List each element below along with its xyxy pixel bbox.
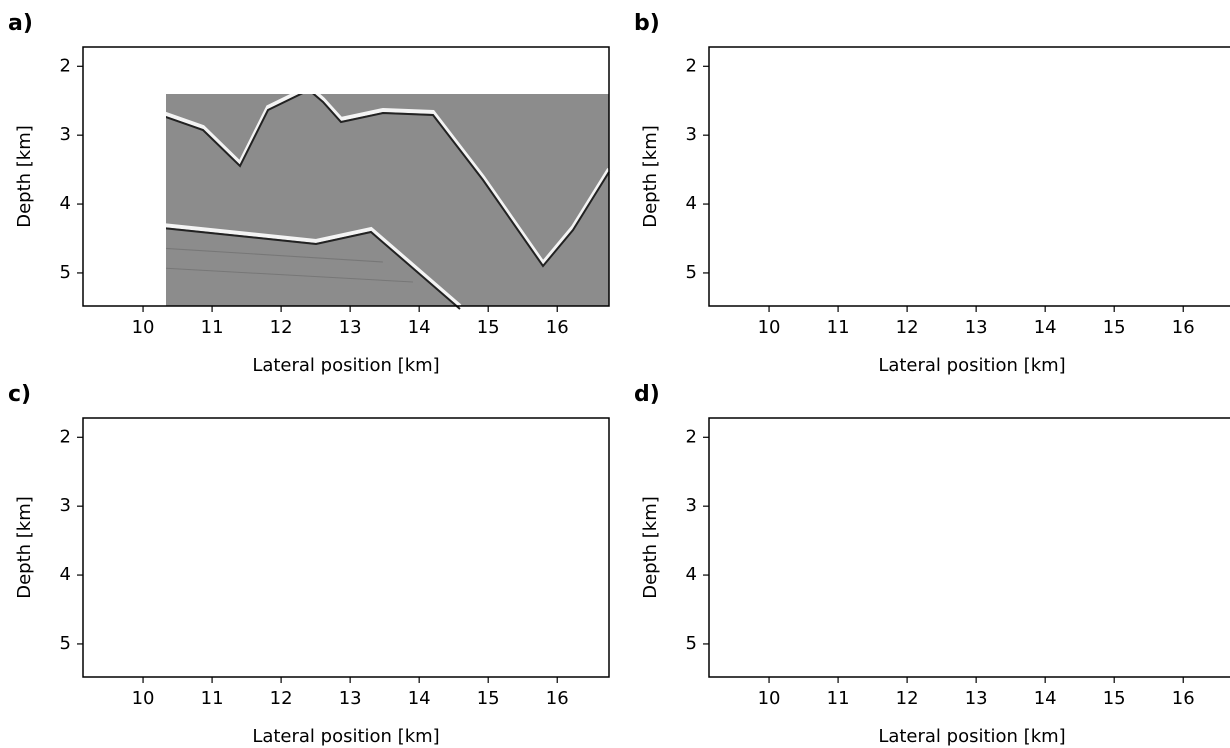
y-tick-label: 2 (686, 55, 697, 76)
x-tick-label: 14 (408, 317, 431, 338)
x-tick-label: 16 (1172, 688, 1195, 709)
y-tick-label: 3 (686, 124, 697, 145)
y-tick-label: 2 (60, 55, 71, 76)
y-tick-label: 5 (60, 262, 71, 283)
panel: 10 11 12 13 14 15 16 2 3 4 5 Lateral position [km] D… (634, 382, 1230, 747)
x-tick-label: 10 (758, 688, 781, 709)
panel: 10 11 12 13 14 15 16 2 3 4 5 Lateral position [km] D… (634, 11, 1230, 376)
x-tick-label: 13 (339, 688, 362, 709)
x-tick-label: 10 (132, 688, 155, 709)
axes-frame (708, 46, 1230, 307)
seismic-image (709, 47, 1230, 309)
x-tick-label: 14 (1034, 317, 1057, 338)
y-tick-label: 4 (686, 564, 697, 585)
y-tick-label: 2 (60, 426, 71, 447)
axes-frame (82, 417, 610, 678)
x-tick-label: 12 (896, 688, 919, 709)
y-tick-label: 3 (60, 124, 71, 145)
x-tick-label: 15 (477, 317, 500, 338)
seismic-image (709, 418, 1230, 680)
x-tick-label: 11 (201, 688, 224, 709)
x-tick-label: 15 (1103, 317, 1126, 338)
y-tick-label: 3 (686, 495, 697, 516)
y-tick-label: 5 (686, 633, 697, 654)
y-axis-label: Depth [km] (14, 496, 35, 599)
y-tick-label: 5 (686, 262, 697, 283)
panel: 10 11 12 13 14 15 16 2 3 4 5 Lateral position [km] D… (8, 11, 611, 376)
y-axis-label: Depth [km] (640, 496, 661, 599)
image (709, 47, 1230, 309)
x-tick-label: 12 (270, 317, 293, 338)
x-tick-label: 12 (270, 688, 293, 709)
x-tick-label: 13 (965, 688, 988, 709)
x-tick-label: 11 (201, 317, 224, 338)
y-axis-label: Depth [km] (640, 125, 661, 228)
x-axis-label: Lateral position [km] (252, 726, 439, 747)
x-tick-label: 10 (132, 317, 155, 338)
y-tick-label: 4 (686, 193, 697, 214)
x-axis-label: Lateral position [km] (252, 355, 439, 376)
x-tick-label: 16 (1172, 317, 1195, 338)
x-tick-label: 11 (827, 688, 850, 709)
x-tick-label: 13 (965, 317, 988, 338)
x-axis-label: Lateral position [km] (878, 355, 1065, 376)
x-tick-label: 14 (1034, 688, 1057, 709)
x-tick-label: 15 (477, 688, 500, 709)
x-tick-label: 16 (546, 317, 569, 338)
panel: 10 11 12 13 14 15 16 2 3 4 5 Lateral position [km] D… (8, 382, 610, 747)
x-tick-label: 10 (758, 317, 781, 338)
panel-label: b) (634, 11, 660, 36)
image (166, 94, 611, 311)
image (83, 418, 609, 680)
y-tick-label: 3 (60, 495, 71, 516)
axes-frame (82, 46, 610, 307)
y-axis-label: Depth [km] (14, 125, 35, 228)
image (709, 418, 1230, 680)
seismic-image (83, 418, 609, 680)
axes-frame (708, 417, 1230, 678)
x-tick-label: 11 (827, 317, 850, 338)
panel-label: a) (8, 11, 33, 36)
x-tick-label: 12 (896, 317, 919, 338)
panel-label: c) (8, 382, 31, 407)
x-tick-label: 13 (339, 317, 362, 338)
x-tick-label: 14 (408, 688, 431, 709)
x-tick-label: 15 (1103, 688, 1126, 709)
x-axis-label: Lateral position [km] (878, 726, 1065, 747)
panel-label: d) (634, 382, 660, 407)
x-tick-label: 16 (546, 688, 569, 709)
seismic-image (166, 94, 611, 311)
y-tick-label: 5 (60, 633, 71, 654)
y-tick-label: 2 (686, 426, 697, 447)
y-tick-label: 4 (60, 564, 71, 585)
y-tick-label: 4 (60, 193, 71, 214)
